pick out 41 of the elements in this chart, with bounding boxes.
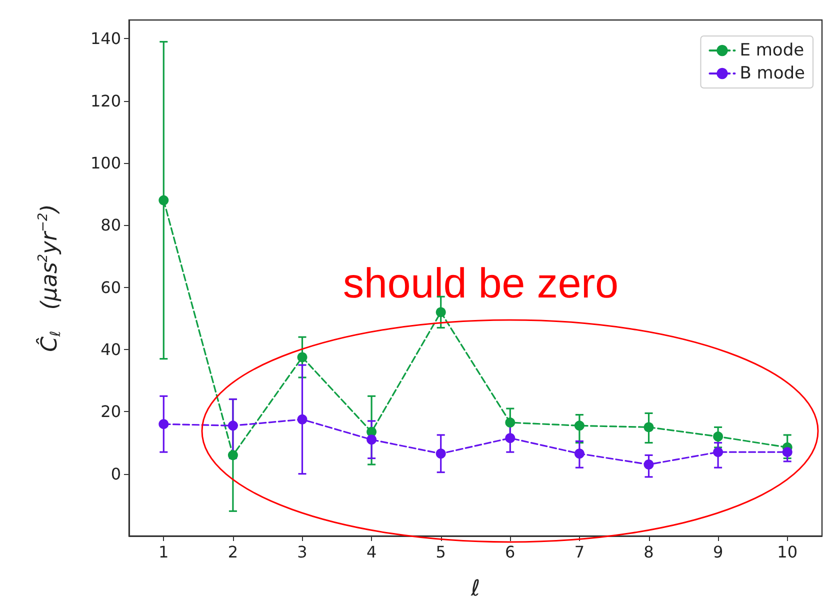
y-tick-label: 140 (90, 29, 121, 48)
point (436, 448, 446, 459)
x-tick-label: 8 (644, 542, 654, 562)
y-tick-label: 60 (100, 278, 121, 297)
y-tick-label: 40 (100, 340, 121, 359)
point (297, 414, 308, 424)
x-tick-label: 9 (712, 542, 724, 562)
x-tick-label: 6 (505, 542, 516, 562)
x-tick-label: 4 (366, 542, 377, 562)
x-tick-label: 10 (777, 542, 798, 562)
point (574, 448, 584, 459)
point (644, 460, 654, 470)
point (782, 447, 792, 458)
y-tick-label: 20 (100, 402, 121, 422)
point (713, 432, 724, 442)
point (297, 352, 308, 362)
x-tick-label: 3 (297, 542, 308, 562)
x-tick-label: 1 (158, 542, 169, 562)
point (158, 419, 169, 430)
point (228, 420, 238, 431)
legend-label: B mode (740, 64, 806, 84)
y-tick-label: 0 (110, 464, 121, 484)
text: Ĉℓ (μas2yr−2) (36, 204, 64, 352)
point (158, 195, 169, 206)
annotation: should be zero (343, 260, 619, 306)
point (713, 447, 724, 458)
x-tick-label: 5 (436, 542, 446, 562)
point (505, 418, 516, 428)
x-axis-title: ℓ (470, 576, 480, 602)
point (644, 422, 654, 432)
point (436, 307, 446, 318)
point (366, 434, 377, 445)
x-tick-label: 2 (228, 542, 238, 562)
y-tick-label: 80 (100, 216, 121, 235)
y-tick-label: 120 (90, 91, 121, 110)
y-tick-label: 100 (90, 153, 121, 172)
point (505, 433, 516, 444)
legend-label: E mode (740, 40, 804, 60)
point (228, 450, 238, 460)
x-tick-label: 7 (574, 542, 585, 562)
point (574, 420, 584, 431)
